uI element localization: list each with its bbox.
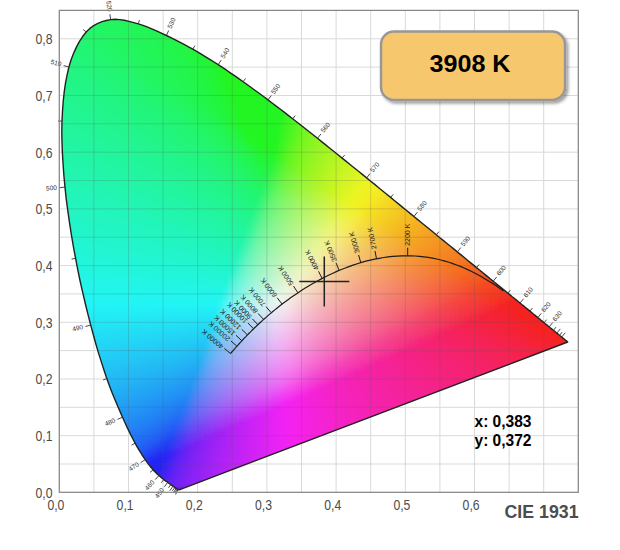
svg-text:0,2: 0,2 [186,497,203,513]
svg-text:y: 0,372: y: 0,372 [475,431,532,450]
svg-text:0,3: 0,3 [255,497,272,513]
svg-text:0,1: 0,1 [117,497,134,513]
svg-text:0,2: 0,2 [36,371,53,387]
svg-text:x: 0,383: x: 0,383 [475,412,532,431]
svg-text:0,1: 0,1 [36,428,53,444]
svg-text:500: 500 [46,184,58,192]
svg-text:0,6: 0,6 [463,497,480,513]
svg-text:0,3: 0,3 [36,315,53,331]
svg-text:0,4: 0,4 [324,497,341,513]
svg-text:0,0: 0,0 [36,485,53,501]
svg-text:0,5: 0,5 [36,201,53,217]
svg-text:0,6: 0,6 [36,145,53,161]
svg-text:2200 K: 2200 K [404,223,411,246]
svg-text:0,4: 0,4 [36,258,53,274]
svg-text:0,5: 0,5 [393,497,410,513]
svg-text:3908 K: 3908 K [430,50,512,77]
svg-text:0,7: 0,7 [36,88,53,104]
svg-text:0,8: 0,8 [36,31,53,47]
svg-text:CIE 1931: CIE 1931 [505,502,579,522]
